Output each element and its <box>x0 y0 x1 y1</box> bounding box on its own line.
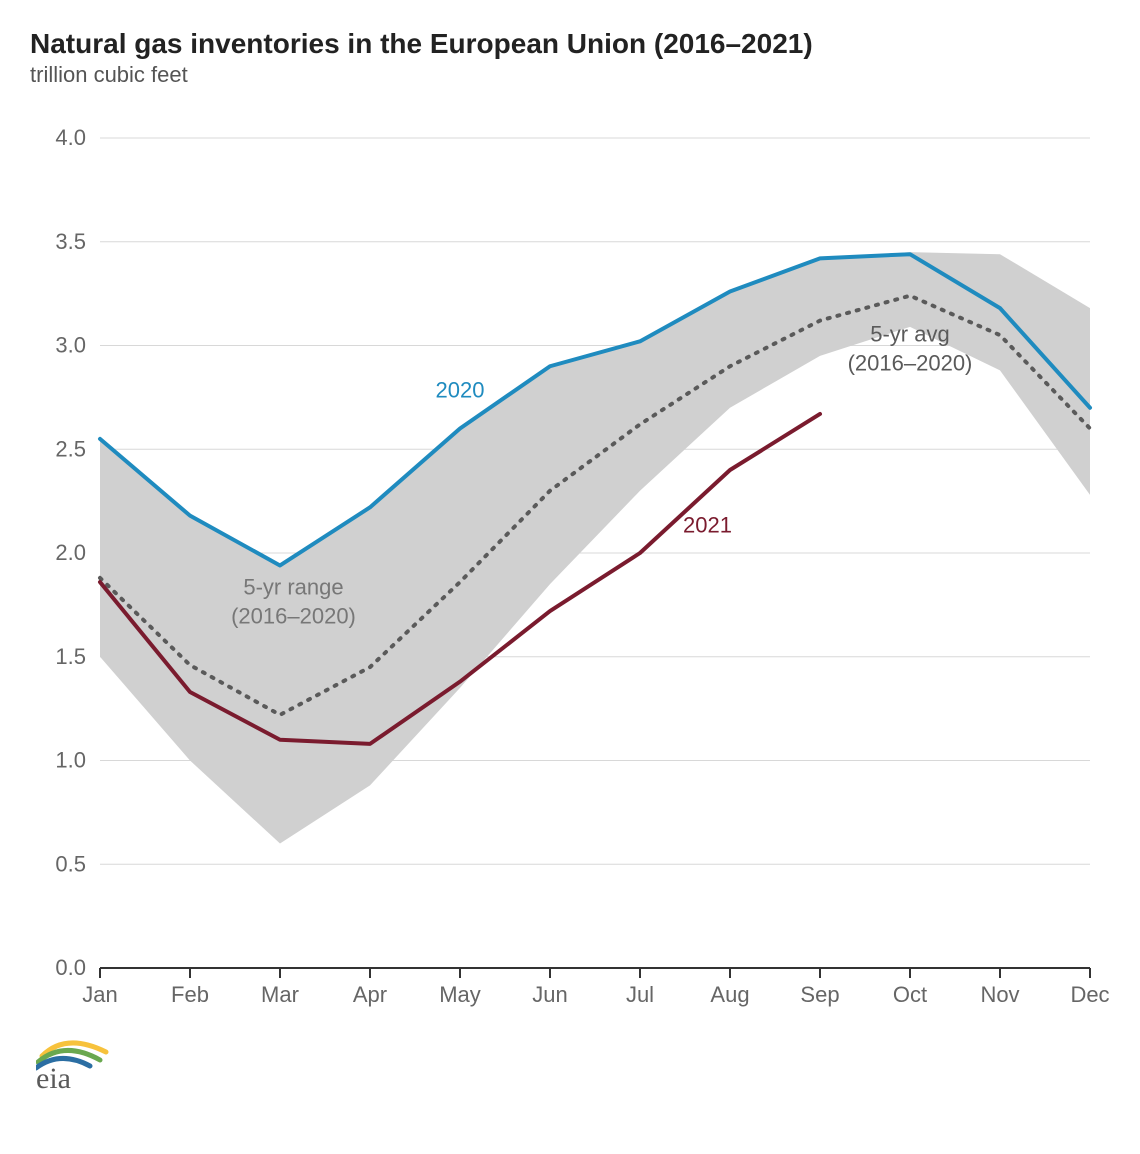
x-tick-label: Jan <box>82 982 117 1007</box>
eia-logo: eia <box>30 1038 1110 1092</box>
x-tick-label: Apr <box>353 982 387 1007</box>
line-chart: 0.0 0.5 1.0 1.5 2.0 2.5 3.0 3.5 4.0 Jan Feb Mar Apr M… <box>30 98 1110 1018</box>
annotation: 5-yr avg <box>870 321 949 346</box>
annotation: 2020 <box>436 377 485 402</box>
y-tick-label: 2.5 <box>55 436 86 461</box>
y-tick-label: 1.0 <box>55 748 86 773</box>
y-tick-label: 1.5 <box>55 644 86 669</box>
x-tick-label: Jul <box>626 982 654 1007</box>
y-tick-label: 2.0 <box>55 540 86 565</box>
annotation: (2016–2020) <box>231 604 356 629</box>
x-tick-label: Sep <box>800 982 839 1007</box>
y-tick-label: 0.5 <box>55 851 86 876</box>
x-tick-label: Nov <box>980 982 1019 1007</box>
chart-title: Natural gas inventories in the European … <box>30 28 1110 60</box>
x-tick-label: Feb <box>171 982 209 1007</box>
y-tick-label: 3.0 <box>55 333 86 358</box>
y-tick-label: 4.0 <box>55 125 86 150</box>
y-tick-label: 0.0 <box>55 955 86 980</box>
logo-text: eia <box>36 1062 71 1092</box>
x-tick-label: May <box>439 982 481 1007</box>
x-tick-label: Oct <box>893 982 927 1007</box>
x-tick-label: Aug <box>710 982 749 1007</box>
x-tick-label: Mar <box>261 982 299 1007</box>
annotation: 2021 <box>683 512 732 537</box>
x-tick-label: Jun <box>532 982 567 1007</box>
annotation: 5-yr range <box>243 575 343 600</box>
chart-subtitle: trillion cubic feet <box>30 62 1110 88</box>
x-tick-label: Dec <box>1070 982 1109 1007</box>
chart-container: Natural gas inventories in the European … <box>0 0 1140 1122</box>
y-tick-label: 3.5 <box>55 229 86 254</box>
annotation: (2016–2020) <box>848 350 973 375</box>
